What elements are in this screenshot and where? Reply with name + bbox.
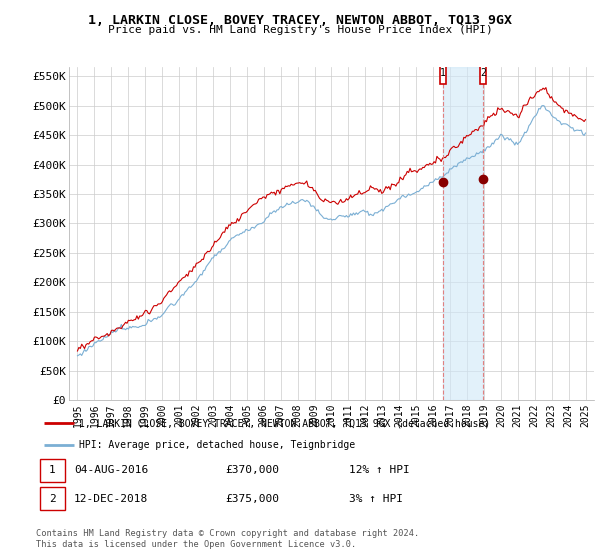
Text: £375,000: £375,000 — [225, 493, 279, 503]
Text: 12% ↑ HPI: 12% ↑ HPI — [349, 465, 410, 475]
FancyBboxPatch shape — [480, 63, 486, 83]
Text: 1: 1 — [440, 68, 446, 78]
FancyBboxPatch shape — [440, 63, 446, 83]
Text: 1: 1 — [49, 465, 56, 475]
Text: 04-AUG-2016: 04-AUG-2016 — [74, 465, 148, 475]
FancyBboxPatch shape — [40, 487, 65, 510]
FancyBboxPatch shape — [40, 459, 65, 482]
Text: HPI: Average price, detached house, Teignbridge: HPI: Average price, detached house, Teig… — [79, 440, 355, 450]
Text: 3% ↑ HPI: 3% ↑ HPI — [349, 493, 403, 503]
Bar — [443, 67, 483, 400]
Text: 12-DEC-2018: 12-DEC-2018 — [74, 493, 148, 503]
Text: £370,000: £370,000 — [225, 465, 279, 475]
Text: 2: 2 — [49, 493, 56, 503]
Text: 1, LARKIN CLOSE, BOVEY TRACEY, NEWTON ABBOT, TQ13 9GX (detached house): 1, LARKIN CLOSE, BOVEY TRACEY, NEWTON AB… — [79, 418, 490, 428]
Text: 2: 2 — [480, 68, 486, 78]
Text: 1, LARKIN CLOSE, BOVEY TRACEY, NEWTON ABBOT, TQ13 9GX: 1, LARKIN CLOSE, BOVEY TRACEY, NEWTON AB… — [88, 14, 512, 27]
Text: Price paid vs. HM Land Registry's House Price Index (HPI): Price paid vs. HM Land Registry's House … — [107, 25, 493, 35]
Text: Contains HM Land Registry data © Crown copyright and database right 2024.
This d: Contains HM Land Registry data © Crown c… — [36, 529, 419, 549]
